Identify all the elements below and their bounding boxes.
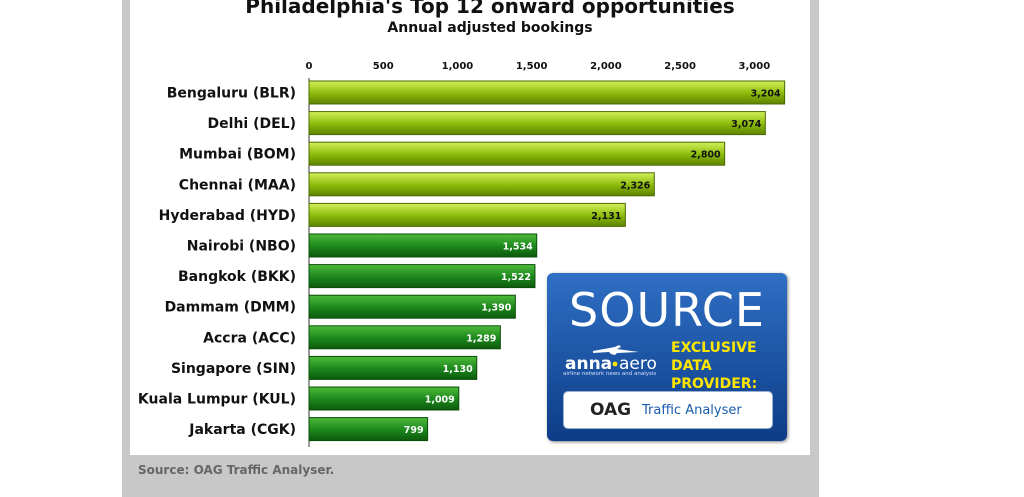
bar bbox=[308, 325, 501, 350]
bar-chart: 0 500 1,000 1,500 2,000 2,500 3,000 Bengaluru (… bbox=[138, 61, 786, 447]
source-note: Source: OAG Traffic Analyser. bbox=[138, 463, 335, 477]
category-label: Kuala Lumpur (KUL) bbox=[138, 392, 296, 408]
data-label: 1,534 bbox=[503, 242, 533, 253]
x-tick-label: 2,000 bbox=[590, 61, 622, 72]
category-label: Delhi (DEL) bbox=[208, 116, 296, 132]
data-label: 3,204 bbox=[751, 89, 781, 100]
oag-mark: OAG bbox=[590, 400, 632, 420]
chart-subtitle: Annual adjusted bookings bbox=[387, 20, 593, 36]
data-label: 1,130 bbox=[443, 364, 473, 375]
bar bbox=[308, 80, 786, 105]
badge-source-word: SOURCE bbox=[569, 283, 765, 337]
category-label: Hyderabad (HYD) bbox=[159, 208, 296, 224]
data-label: 3,074 bbox=[731, 119, 761, 130]
bar bbox=[308, 386, 460, 411]
bar bbox=[308, 172, 655, 197]
bar bbox=[308, 264, 536, 289]
category-label: Singapore (SIN) bbox=[171, 361, 296, 377]
exclusive-provider-text: EXCLUSIVE DATA PROVIDER: bbox=[671, 339, 781, 393]
category-label: Chennai (MAA) bbox=[179, 177, 296, 193]
category-label: Accra (ACC) bbox=[203, 330, 296, 346]
bar bbox=[308, 141, 726, 166]
x-tick-label: 3,000 bbox=[739, 61, 771, 72]
source-badge: SOURCE anna aero airline network news an… bbox=[547, 273, 787, 441]
data-label: 2,800 bbox=[691, 150, 721, 161]
data-label: 2,131 bbox=[591, 211, 621, 222]
oag-product-name: Traffic Analyser bbox=[642, 403, 742, 418]
oag-logo-box: OAG Traffic Analyser bbox=[563, 391, 773, 429]
data-label: 799 bbox=[404, 425, 424, 436]
category-label: Dammam (DMM) bbox=[165, 300, 296, 316]
bar bbox=[308, 294, 516, 319]
category-label: Nairobi (NBO) bbox=[187, 239, 296, 255]
exclusive-line-2: DATA PROVIDER: bbox=[671, 358, 758, 392]
data-label: 1,390 bbox=[481, 303, 511, 314]
category-label: Mumbai (BOM) bbox=[179, 147, 296, 163]
x-tick-label: 1,500 bbox=[516, 61, 548, 72]
anna-aero-logo: anna aero bbox=[565, 345, 657, 373]
x-tick-label: 0 bbox=[306, 61, 313, 72]
anna-logo-text-right: aero bbox=[619, 354, 657, 373]
airplane-icon bbox=[593, 345, 639, 355]
anna-aero-tagline: airline network news and analysis bbox=[563, 371, 657, 377]
anna-logo-text-left: anna bbox=[565, 354, 612, 373]
bar bbox=[308, 233, 538, 258]
data-label: 2,326 bbox=[620, 180, 650, 191]
bar bbox=[308, 355, 478, 380]
data-label: 1,009 bbox=[425, 395, 455, 406]
bar bbox=[308, 417, 429, 442]
category-label: Jakarta (CGK) bbox=[188, 422, 296, 438]
exclusive-line-1: EXCLUSIVE bbox=[671, 340, 757, 356]
bar bbox=[308, 111, 766, 136]
data-label: 1,522 bbox=[501, 272, 531, 283]
x-tick-label: 1,000 bbox=[442, 61, 474, 72]
chart-title: Philadelphia's Top 12 onward opportuniti… bbox=[245, 0, 735, 18]
x-tick-label: 500 bbox=[373, 61, 394, 72]
x-tick-label: 2,500 bbox=[664, 61, 696, 72]
data-label: 1,289 bbox=[466, 333, 496, 344]
category-label: Bengaluru (BLR) bbox=[167, 86, 296, 102]
category-label: Bangkok (BKK) bbox=[178, 269, 296, 285]
logo-dot-icon bbox=[612, 361, 618, 367]
bar bbox=[308, 202, 626, 227]
